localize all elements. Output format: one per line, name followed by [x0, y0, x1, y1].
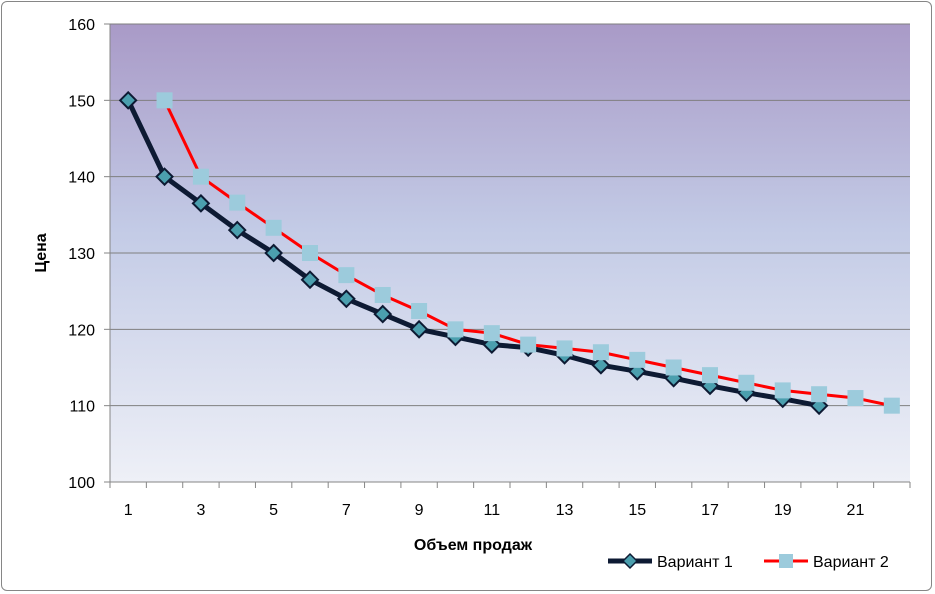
series-2-point — [811, 386, 828, 403]
series-2-point — [738, 374, 755, 391]
x-tick-label: 13 — [556, 502, 574, 519]
x-axis-title: Объем продаж — [414, 537, 533, 554]
series-2-point — [774, 382, 791, 399]
x-tick-label: 17 — [701, 502, 719, 519]
x-tick-label: 21 — [847, 502, 865, 519]
series-2-point — [520, 336, 537, 353]
series-2-point — [629, 351, 646, 368]
axes — [109, 24, 911, 488]
x-tick-label: 1 — [124, 502, 133, 519]
x-tick-label: 19 — [774, 502, 792, 519]
series-2-point — [556, 340, 573, 357]
series-2-point — [156, 92, 173, 109]
series-1-point — [591, 355, 611, 375]
series-2-point — [192, 168, 209, 185]
x-tick-label: 3 — [196, 502, 205, 519]
series-2-point — [447, 321, 464, 338]
legend-marker-series-2 — [779, 554, 793, 568]
y-tick-label: 100 — [68, 475, 95, 492]
legend-item-series-2: Вариант 2 — [764, 554, 889, 571]
series-1-point — [409, 319, 429, 339]
series-2-point — [338, 267, 355, 284]
series-2-point — [411, 303, 428, 320]
y-tick-label: 110 — [69, 399, 95, 416]
series-1-point — [264, 243, 284, 263]
y-tick-label: 160 — [68, 17, 95, 34]
legend-marker-series-1 — [621, 552, 639, 570]
series-layer — [118, 90, 900, 416]
series-2-point — [229, 194, 246, 211]
y-tick-labels: 100 110 120 130 140 150 160 — [68, 17, 95, 492]
legend-item-series-1: Вариант 1 — [608, 552, 733, 571]
gridlines — [104, 23, 910, 483]
series-1-point — [336, 289, 356, 309]
series-1-point — [373, 304, 393, 324]
series-2-point — [592, 344, 609, 361]
y-tick-label: 140 — [68, 170, 95, 187]
series-1-point — [155, 167, 174, 187]
y-tick-label: 130 — [68, 246, 95, 263]
y-axis-title: Цена — [33, 233, 50, 272]
series-2-point — [883, 397, 900, 414]
x-tick-label: 11 — [484, 502, 501, 519]
series-2-point — [374, 286, 391, 303]
x-tick-label: 15 — [628, 502, 646, 519]
series-1-point — [300, 270, 320, 290]
series-2-point — [302, 245, 318, 261]
series-1-point — [118, 90, 138, 110]
x-tick-label: 9 — [415, 502, 424, 519]
series-1-point — [227, 220, 247, 240]
y-tick-label: 120 — [68, 322, 95, 339]
legend-label-series-1: Вариант 1 — [657, 554, 733, 571]
series-2-point — [847, 390, 864, 407]
series-2-point — [483, 325, 500, 342]
series-1-point — [191, 193, 211, 213]
x-tick-label: 7 — [342, 502, 351, 519]
legend: Вариант 1 Вариант 2 — [608, 552, 889, 571]
series-2 — [156, 92, 900, 414]
legend-label-series-2: Вариант 2 — [813, 554, 889, 571]
y-tick-label: 150 — [68, 93, 95, 110]
x-tick-label: 5 — [269, 502, 278, 519]
series-2-point — [665, 359, 682, 376]
series-2-point — [702, 367, 718, 384]
series-2-point — [265, 219, 282, 236]
x-tick-labels: 1 3 5 7 9 11 13 15 17 19 21 — [124, 502, 865, 519]
